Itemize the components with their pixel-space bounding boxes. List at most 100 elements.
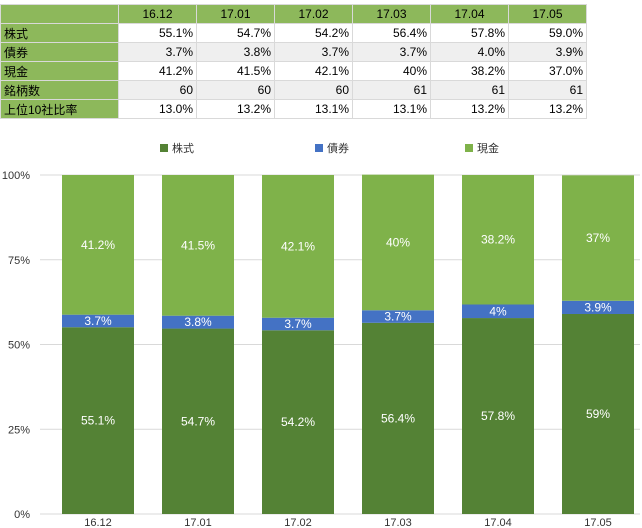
table-row-label: 債券 — [0, 42, 119, 62]
table-cell: 42.1% — [274, 61, 353, 81]
table-cell: 3.7% — [352, 42, 431, 62]
table-cell: 3.7% — [118, 42, 197, 62]
bar-segment — [462, 304, 534, 319]
table-cell: 38.2% — [430, 61, 509, 81]
bar-segment — [262, 175, 334, 318]
table-cell: 13.1% — [274, 99, 353, 119]
table-row-label: 株式 — [0, 23, 119, 43]
table-row-label: 現金 — [0, 61, 119, 81]
table-header-cell: 17.05 — [508, 4, 587, 24]
x-tick-label: 16.12 — [84, 517, 112, 528]
x-tick-label: 17.03 — [384, 517, 412, 528]
table-row: 現金 41.2% 41.5% 42.1% 40% 38.2% 37.0% — [0, 61, 587, 81]
table-cell: 3.9% — [508, 42, 587, 62]
data-table: 16.12 17.01 17.02 17.03 17.04 17.05 株式 5… — [0, 4, 587, 119]
y-tick-label: 0% — [14, 509, 30, 521]
data-label: 54.7% — [181, 414, 215, 428]
x-tick-label: 17.01 — [184, 517, 212, 528]
bar-segment — [62, 314, 134, 328]
bar-segment — [162, 328, 234, 514]
x-tick-label: 17.02 — [284, 517, 312, 528]
table-cell: 13.1% — [352, 99, 431, 119]
table-cell: 3.8% — [196, 42, 275, 62]
data-label: 3.7% — [284, 317, 312, 331]
table-cell: 55.1% — [118, 23, 197, 43]
table-corner-cell — [0, 4, 119, 24]
table-cell: 59.0% — [508, 23, 587, 43]
bar-segment — [562, 175, 634, 301]
y-tick-label: 25% — [8, 424, 30, 436]
data-label: 38.2% — [481, 233, 515, 247]
data-label: 41.2% — [81, 238, 115, 252]
table-cell: 56.4% — [352, 23, 431, 43]
table-row: 上位10社比率 13.0% 13.2% 13.1% 13.1% 13.2% 13… — [0, 99, 587, 119]
table-row: 債券 3.7% 3.8% 3.7% 3.7% 4.0% 3.9% — [0, 42, 587, 62]
table-row-label: 銘柄数 — [0, 80, 119, 100]
data-label: 4% — [489, 304, 507, 318]
table-header-cell: 17.02 — [274, 4, 353, 24]
bar-segment — [262, 317, 334, 331]
data-label: 3.8% — [184, 315, 212, 329]
bar-segment — [362, 322, 434, 514]
table-cell: 13.2% — [196, 99, 275, 119]
bar-segment — [462, 318, 534, 514]
bar-segment — [262, 330, 334, 514]
data-label: 59% — [586, 407, 610, 421]
table-cell: 41.5% — [196, 61, 275, 81]
table-cell: 54.2% — [274, 23, 353, 43]
bar-segment — [162, 175, 234, 316]
table-row: 株式 55.1% 54.7% 54.2% 56.4% 57.8% 59.0% — [0, 23, 587, 43]
table-cell: 60 — [118, 80, 197, 100]
x-tick-label: 17.04 — [484, 517, 512, 528]
bar-segment — [62, 175, 134, 315]
legend-label: 株式 — [172, 141, 194, 155]
table-cell: 37.0% — [508, 61, 587, 81]
table-cell: 60 — [196, 80, 275, 100]
data-label: 55.1% — [81, 414, 115, 428]
bar-segment — [162, 315, 234, 329]
data-label: 40% — [386, 235, 410, 249]
table-cell: 41.2% — [118, 61, 197, 81]
data-label: 57.8% — [481, 409, 515, 423]
table-header-cell: 17.04 — [430, 4, 509, 24]
legend-label: 債券 — [327, 141, 349, 155]
table-cell: 13.0% — [118, 99, 197, 119]
x-tick-label: 17.05 — [584, 517, 612, 528]
table-cell: 54.7% — [196, 23, 275, 43]
bar-segment — [562, 313, 634, 514]
table-cell: 60 — [274, 80, 353, 100]
table-header-cell: 16.12 — [118, 4, 197, 24]
table-cell: 61 — [352, 80, 431, 100]
y-tick-label: 100% — [2, 170, 30, 182]
legend-label: 現金 — [477, 141, 499, 155]
data-label: 54.2% — [281, 415, 315, 429]
table-header-row: 16.12 17.01 17.02 17.03 17.04 17.05 — [0, 4, 587, 24]
stacked-bar-chart: 0% 25% 50% 75% 100% 株式 債券 現金 55.1% 3.7% 41.2% 16.12… — [2, 141, 640, 528]
table-cell: 57.8% — [430, 23, 509, 43]
table-row: 銘柄数 60 60 60 61 61 61 — [0, 80, 587, 100]
bar-segment — [562, 300, 634, 314]
y-tick-label: 50% — [8, 340, 30, 352]
table-cell: 3.7% — [274, 42, 353, 62]
data-label: 3.9% — [584, 300, 612, 314]
table-header-cell: 17.01 — [196, 4, 275, 24]
y-tick-label: 75% — [8, 255, 30, 267]
table-header-cell: 17.03 — [352, 4, 431, 24]
table-cell: 13.2% — [508, 99, 587, 119]
data-label: 41.5% — [181, 238, 215, 252]
data-label: 37% — [586, 231, 610, 245]
bar-segment — [362, 310, 434, 323]
table-row-label: 上位10社比率 — [0, 99, 119, 119]
table-cell: 61 — [430, 80, 509, 100]
table-cell: 4.0% — [430, 42, 509, 62]
table-cell: 13.2% — [430, 99, 509, 119]
data-label: 3.7% — [84, 314, 112, 328]
data-label: 42.1% — [281, 239, 315, 253]
data-label: 3.7% — [384, 310, 412, 324]
legend-swatch — [315, 144, 323, 152]
table-cell: 40% — [352, 61, 431, 81]
bar-segment — [62, 327, 134, 514]
bar-segment — [462, 175, 534, 305]
legend-swatch — [160, 144, 168, 152]
data-label: 56.4% — [381, 411, 415, 425]
